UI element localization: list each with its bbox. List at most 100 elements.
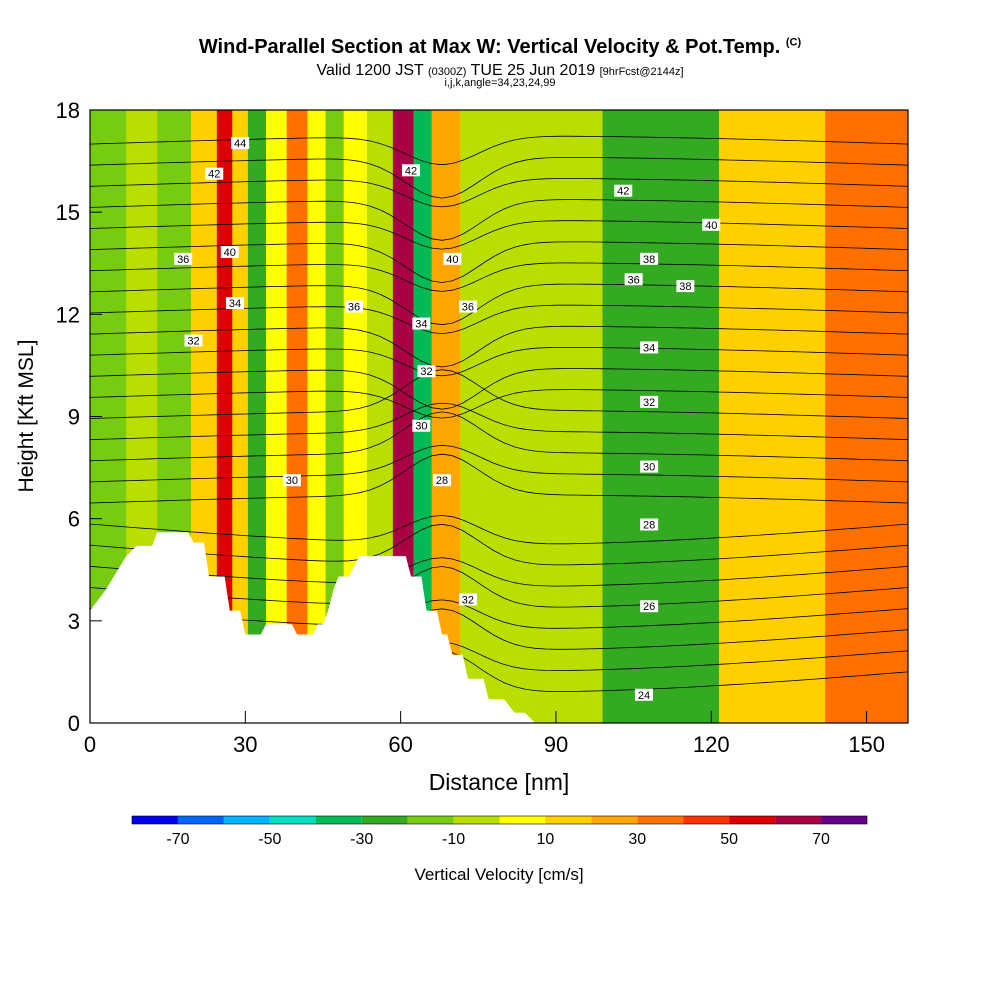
theta-contour [90,368,908,410]
svg-text:40: 40 [224,247,236,259]
forecast-info: [9hrFcst@2144z] [599,66,684,78]
svg-text:36: 36 [627,274,639,286]
colorbar-swatch [269,816,316,824]
contour-label: 34 [412,317,431,331]
contour-label: 36 [458,300,477,314]
svg-text:34: 34 [643,342,655,354]
contour-label: 26 [640,600,659,613]
svg-text:34: 34 [415,319,427,331]
x-axis-label: Distance [nm] [429,769,570,795]
svg-text:30: 30 [286,475,298,487]
theta-contour [90,325,908,368]
y-tick-label: 9 [68,405,80,430]
velocity-band [232,110,248,723]
colorbar-swatch [821,816,867,824]
svg-text:40: 40 [705,220,717,232]
theta-contour [90,241,908,283]
contour-label: 36 [345,300,364,314]
x-axis: 0 30 60 90 120 150 [84,711,885,757]
title-text: Wind-Parallel Section at Max W: Vertical… [198,36,781,58]
colorbar-tick-label: -50 [258,831,281,848]
svg-text:42: 42 [208,169,220,181]
colorbar-tick-label: -30 [350,831,373,848]
contour-label: 30 [282,474,301,487]
svg-text:32: 32 [420,366,432,378]
theta-contour [90,444,908,483]
svg-text:32: 32 [187,336,199,348]
velocity-band [325,110,344,723]
colorbar-swatch [315,816,362,824]
theta-contour [90,178,908,208]
contour-label: 40 [702,218,721,232]
contour-label: 34 [640,341,659,354]
contour-label: 24 [634,688,653,702]
colorbar-swatch [683,816,730,824]
grid-params: i,j,k,angle=34,23,24,99 [444,77,556,89]
y-tick-label: 15 [56,200,80,225]
colorbar-tick-label: 50 [720,831,738,848]
theta-contour [90,262,908,292]
contour-labels: 24 26 28 28 30 30 30 32 32 32 32 34 34 34 36 36 36 36 38 38… [174,137,721,702]
colorbar-tick-label: -70 [166,831,189,848]
contour-label: 40 [443,252,462,266]
theta-contour [90,283,908,326]
velocity-band [719,110,826,723]
svg-text:30: 30 [415,421,427,433]
svg-text:40: 40 [446,254,458,266]
velocity-band [216,110,233,723]
theta-contour [90,411,908,462]
svg-text:36: 36 [462,302,474,314]
svg-text:32: 32 [643,397,655,409]
velocity-band [460,110,518,723]
contour-label: 36 [174,252,193,266]
velocity-band [247,110,267,723]
svg-text:36: 36 [177,254,189,266]
contour-label: 32 [640,395,659,409]
svg-text:24: 24 [638,690,650,702]
colorbar-swatch [177,816,224,824]
theta-contour [90,220,908,250]
velocity-band [286,110,308,723]
colorbar-swatch [361,816,408,824]
x-tick-label: 30 [233,732,257,757]
terrain-mask [90,532,536,723]
y-tick-label: 6 [68,507,80,532]
contour-label: 38 [676,280,695,293]
velocity-band [602,110,720,723]
chart-title: Wind-Parallel Section at Max W: Vertical… [0,36,1000,59]
colorbar: -70 -50 -30 -10 10 30 50 70 [131,815,868,848]
contour-label: 42 [614,184,633,198]
colorbar-swatch [132,816,178,824]
colorbar-tick-label: -10 [442,831,465,848]
velocity-band [307,110,326,723]
theta-contour [90,389,908,419]
svg-text:26: 26 [643,601,655,613]
x-tick-label: 150 [848,732,885,757]
x-tick-label: 60 [388,732,412,757]
contour-label: 30 [640,460,659,474]
valid-date: TUE 25 Jun 2019 [470,62,596,79]
contour-label: 32 [184,334,203,348]
theta-contour [90,157,908,199]
valid-utc: (0300Z) [427,66,467,78]
contour-label: 40 [220,246,239,259]
colorbar-swatch [637,816,684,824]
contour-label: 42 [205,167,224,181]
svg-text:38: 38 [679,281,691,293]
contour-label: 44 [231,137,250,150]
colorbar-tick-label: 70 [812,831,830,848]
svg-text:34: 34 [229,298,241,310]
colorbar-frame [131,815,868,825]
potential-temperature-contours [90,135,908,692]
colorbar-tick-label: 30 [628,831,646,848]
svg-text:32: 32 [462,594,474,606]
colorbar-swatch [545,816,592,824]
svg-text:28: 28 [643,519,655,531]
contour-label: 28 [433,474,452,487]
y-axis: 0 3 6 9 12 15 18 [56,98,102,736]
colorbar-swatch [407,816,454,824]
x-tick-label: 0 [84,732,96,757]
colorbar-swatch [453,816,500,824]
valid-prefix: Valid 1200 JST [316,62,424,79]
